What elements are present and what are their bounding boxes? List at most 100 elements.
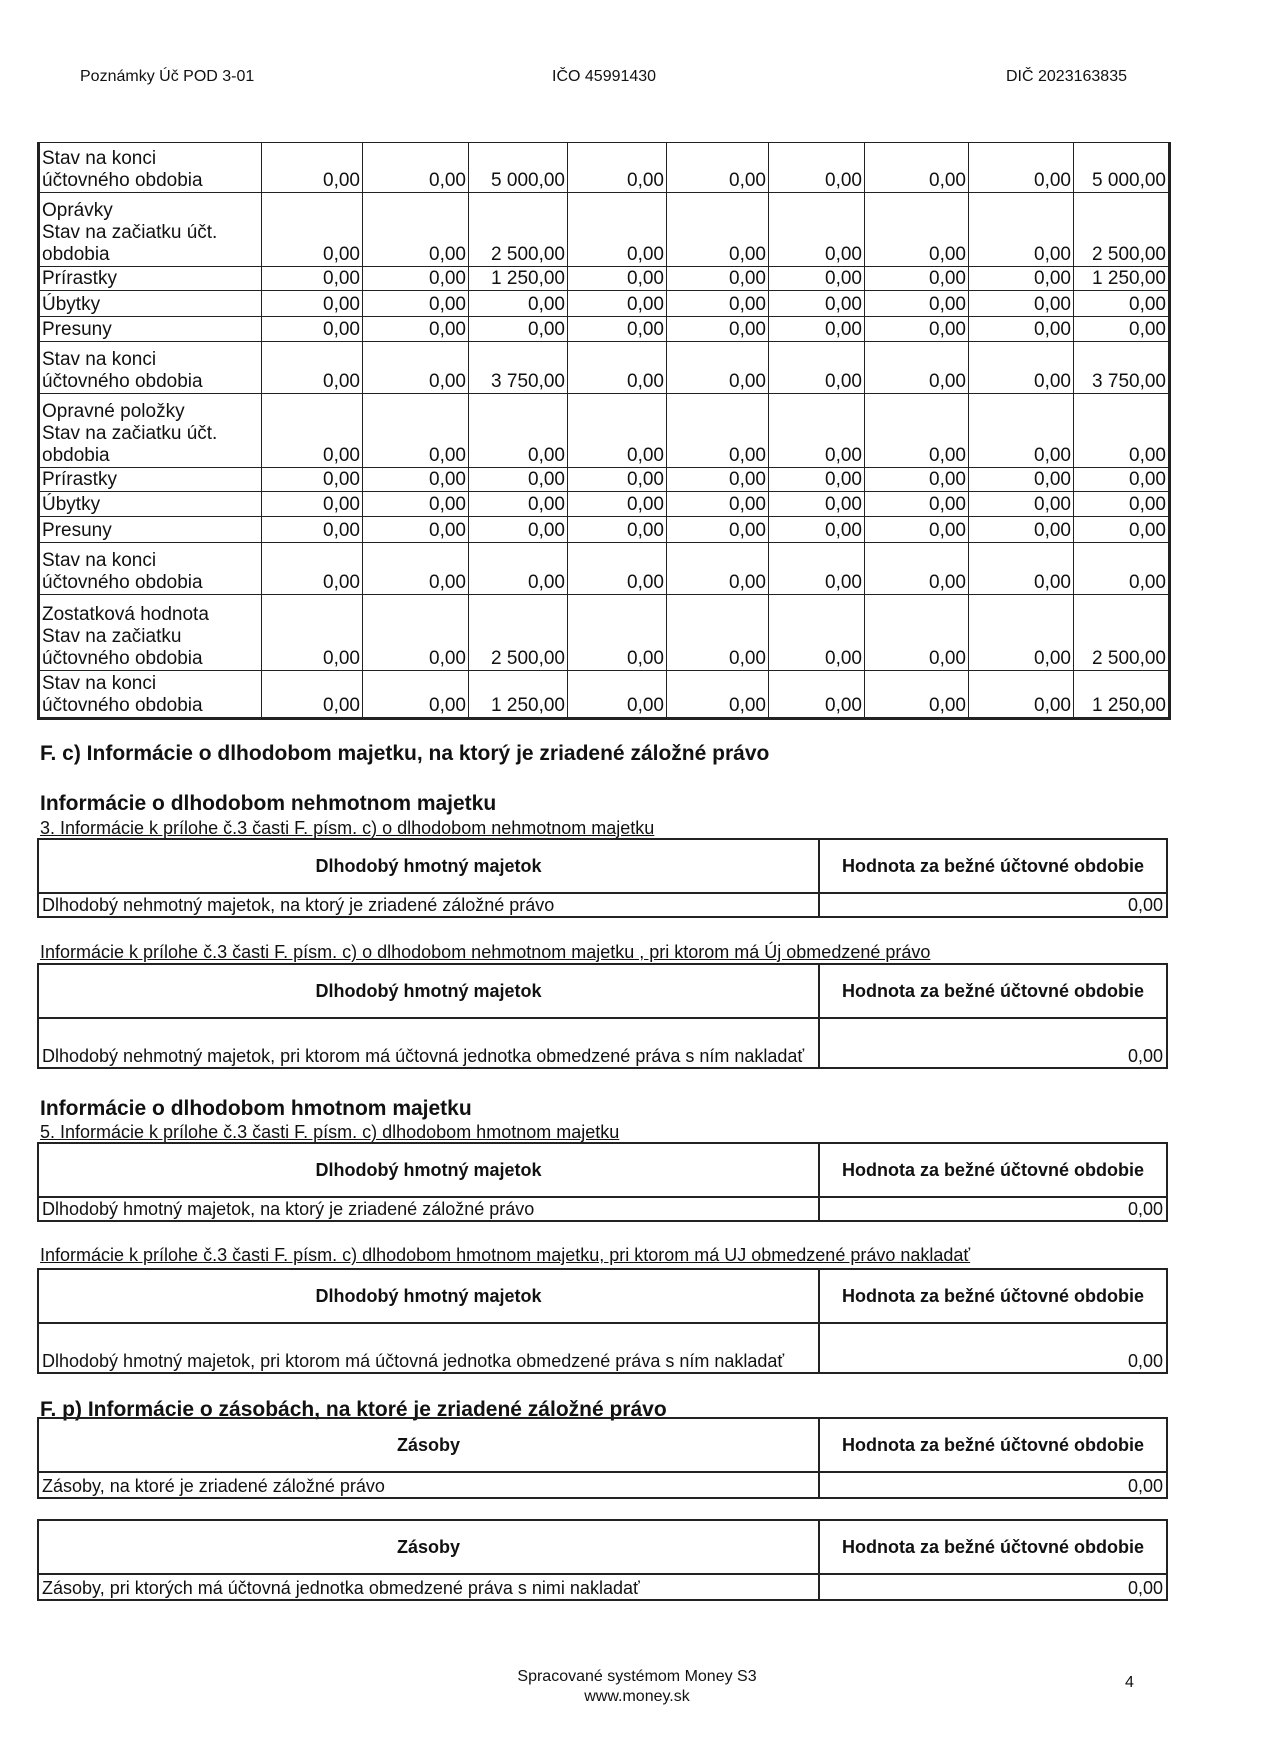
table-row: Zásoby, na ktoré je zriadené záložné prá… [37,1471,1168,1499]
header-cell: Zásoby [37,1417,820,1473]
cell-value: 0,00 [1073,290,1170,317]
cell-value: 0,00 [768,142,865,193]
data-table: Zásoby Hodnota za bežné účtovné obdobie Zá… [37,1417,1168,1499]
cell-value: 0,00 [768,594,865,671]
cell-value: 0,00 [261,290,363,317]
cell-value: 0,00 [666,542,769,595]
table-row: Dlhodobý hmotný majetok, pri ktorom má ú… [37,1322,1168,1374]
data-table: Dlhodobý hmotný majetok Hodnota za bežné … [37,838,1168,918]
cell-value: 0,00 [818,1017,1168,1069]
row-label: Prírastky [38,467,262,492]
header-left: Poznámky Úč POD 3-01 [80,68,255,85]
cell-value: 0,00 [864,516,969,543]
header-row: Dlhodobý hmotný majetok Hodnota za bežné … [37,1268,1168,1324]
footer-line: Spracované systémom Money S3 [517,1668,757,1685]
cell-value: 0,00 [468,467,568,492]
cell-value: 0,00 [968,192,1074,267]
cell-value: 0,00 [666,192,769,267]
row-label: Stav na konci účtovného obdobia [38,542,262,595]
cell-value: 2 500,00 [1073,594,1170,671]
label-line: účtovného obdobia [42,572,203,593]
cell-value: 0,00 [864,670,969,719]
cell-value: 0,00 [567,393,667,468]
cell-value: 0,00 [567,516,667,543]
cell-value: 1 250,00 [1073,670,1170,719]
page-number: 4 [1125,1674,1134,1691]
label-line: obdobia [42,244,110,265]
cell-value: 0,00 [968,670,1074,719]
row-label: Dlhodobý nehmotný majetok, na ktorý je z… [37,892,820,918]
cell-value: 0,00 [768,393,865,468]
data-table: Dlhodobý hmotný majetok Hodnota za bežné … [37,1268,1168,1374]
header-row: Zásoby Hodnota za bežné účtovné obdobie [37,1519,1168,1575]
header-cell: Hodnota za bežné účtovné obdobie [818,838,1168,894]
table-row: Stav na konci účtovného obdobia 0,00 0,00 1 … [38,670,1170,719]
label-line: Úbytky [42,494,101,515]
cell-value: 0,00 [567,542,667,595]
cell-value: 0,00 [362,316,469,342]
label-line: obdobia [42,445,110,466]
label-line: účtovného obdobia [42,648,203,669]
row-label: Stav na konci účtovného obdobia [38,341,262,394]
label-line: Presuny [42,319,112,340]
cell-value: 0,00 [1073,393,1170,468]
cell-value: 0,00 [362,542,469,595]
label-line: Stav na konci [42,349,157,370]
cell-value: 0,00 [864,542,969,595]
cell-value: 0,00 [768,290,865,317]
table-row: Dlhodobý hmotný majetok, na ktorý je zri… [37,1196,1168,1222]
cell-value: 0,00 [567,316,667,342]
row-label: Dlhodobý nehmotný majetok, pri ktorom má… [37,1017,820,1069]
label-line: Stav na konci [42,550,157,571]
table-row: Zásoby, pri ktorých má účtovná jednotka … [37,1573,1168,1601]
row-label: Úbytky [38,290,262,317]
cell-value: 0,00 [261,542,363,595]
section-title: F. p) Informácie o zásobách, na ktoré je… [40,1398,667,1421]
cell-value: 0,00 [1073,542,1170,595]
cell-value: 0,00 [261,393,363,468]
cell-value: 0,00 [864,142,969,193]
label-line: Stav na konci [42,148,157,169]
cell-value: 0,00 [666,341,769,394]
cell-value: 0,00 [864,316,969,342]
cell-value: 0,00 [567,266,667,291]
label-line: Opravné položky [42,401,185,422]
row-label: Dlhodobý hmotný majetok, na ktorý je zri… [37,1196,820,1222]
cell-value: 0,00 [768,467,865,492]
header-cell: Zásoby [37,1519,820,1575]
cell-value: 0,00 [768,316,865,342]
cell-value: 0,00 [968,491,1074,517]
label-line: Stav na začiatku [42,626,182,647]
row-label: Úbytky [38,491,262,517]
cell-value: 0,00 [768,670,865,719]
cell-value: 0,00 [666,516,769,543]
cell-value: 0,00 [666,491,769,517]
cell-value: 0,00 [666,290,769,317]
caption: 5. Informácie k prílohe č.3 časti F. pís… [40,1122,620,1142]
cell-value: 0,00 [666,467,769,492]
cell-value: 0,00 [362,142,469,193]
header-cell: Dlhodobý hmotný majetok [37,963,820,1019]
cell-value: 3 750,00 [468,341,568,394]
table-row: Prírastky 0,00 0,00 1 250,00 0,00 0,00 0,00 0,0… [38,266,1170,291]
cell-value: 0,00 [864,467,969,492]
table-row: Zostatková hodnota Stav na začiatku účtovn… [38,594,1170,671]
cell-value: 0,00 [768,516,865,543]
cell-value: 2 500,00 [468,594,568,671]
cell-value: 0,00 [261,670,363,719]
cell-value: 0,00 [968,290,1074,317]
cell-value: 0,00 [567,142,667,193]
cell-value: 0,00 [362,467,469,492]
cell-value: 0,00 [362,491,469,517]
header-cell: Hodnota za bežné účtovné obdobie [818,1519,1168,1575]
row-label: Oprávky Stav na začiatku účt. obdobia [38,192,262,267]
cell-value: 0,00 [567,192,667,267]
cell-value: 0,00 [968,266,1074,291]
data-table: Dlhodobý hmotný majetok Hodnota za bežné … [37,1142,1168,1222]
header-cell: Dlhodobý hmotný majetok [37,838,820,894]
row-label: Zásoby, pri ktorých má účtovná jednotka … [37,1573,820,1601]
cell-value: 0,00 [362,266,469,291]
label-line: účtovného obdobia [42,371,203,392]
header-cell: Dlhodobý hmotný majetok [37,1142,820,1198]
row-label: Presuny [38,316,262,342]
